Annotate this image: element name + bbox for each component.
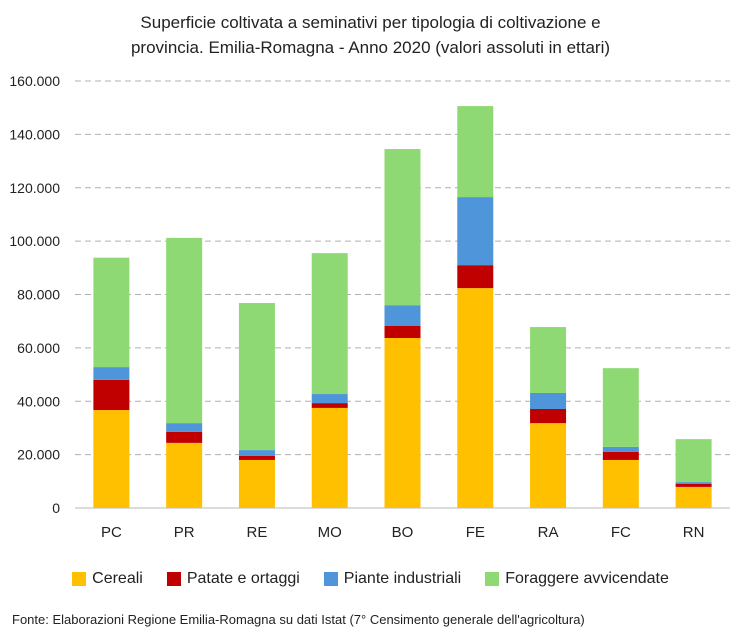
legend: Cereali Patate e ortaggi Piante industrial… — [0, 570, 741, 588]
chart-title: Superficie coltivata a seminativi per ti… — [0, 10, 741, 60]
x-tick-label: FC — [611, 524, 631, 541]
bar-segment — [602, 446, 639, 452]
bar-segment — [238, 303, 275, 451]
bar-segment — [93, 379, 130, 411]
bar-segment — [602, 459, 639, 508]
bar-segment — [530, 392, 567, 409]
bar-segment — [530, 423, 567, 508]
x-tick-label: FE — [466, 524, 485, 541]
bar-segment — [93, 367, 130, 380]
y-tick-label: 140.000 — [9, 126, 60, 142]
bar-segment — [384, 149, 421, 306]
bar-segment — [384, 338, 421, 508]
bar-segment — [384, 305, 421, 326]
bar-segment — [166, 237, 203, 424]
bar-segment — [384, 325, 421, 339]
bar-segment — [457, 265, 494, 289]
legend-label: Foraggere avvicendate — [505, 570, 669, 587]
bar-segment — [530, 327, 567, 393]
x-tick-label: PC — [101, 524, 122, 541]
bar-segment — [311, 394, 348, 404]
bar-segment — [457, 288, 494, 508]
legend-label: Patate e ortaggi — [186, 570, 300, 587]
bar-segment — [166, 431, 203, 443]
x-tick-label: RN — [683, 524, 705, 541]
y-tick-label: 80.000 — [17, 287, 60, 303]
title-line-2: provincia. Emilia-Romagna - Anno 2020 (v… — [130, 38, 611, 57]
title-line-1: Superficie coltivata a seminativi per ti… — [140, 13, 601, 32]
legend-label: Piante industriali — [343, 570, 462, 587]
legend-swatch — [166, 572, 181, 586]
bar-segment — [457, 197, 494, 266]
x-tick-label: PR — [174, 524, 195, 541]
y-tick-label: 120.000 — [9, 180, 60, 196]
bar-segment — [675, 483, 712, 487]
bar-segment — [166, 423, 203, 432]
x-tick-label: RA — [538, 524, 559, 541]
y-tick-label: 20.000 — [17, 447, 60, 463]
bar-segment — [602, 451, 639, 460]
legend-swatch — [72, 572, 87, 586]
legend-item: Patate e ortaggi — [166, 570, 300, 588]
bar-segment — [238, 459, 275, 508]
y-tick-label: 0 — [52, 500, 60, 516]
bar-segment — [166, 442, 203, 508]
x-tick-label: RE — [247, 524, 268, 541]
source-note: Fonte: Elaborazioni Regione Emilia-Romag… — [12, 612, 585, 627]
bar-segment — [238, 455, 275, 460]
legend-item: Cereali — [72, 570, 143, 588]
bar-segment — [311, 403, 348, 408]
bar-segment — [93, 257, 130, 368]
legend-swatch — [323, 572, 338, 586]
x-tick-label: MO — [318, 524, 342, 541]
bar-segment — [238, 450, 275, 456]
bar-segment — [93, 410, 130, 508]
y-tick-label: 100.000 — [9, 233, 60, 249]
y-tick-label: 60.000 — [17, 340, 60, 356]
y-tick-label: 160.000 — [9, 73, 60, 89]
legend-swatch — [485, 572, 500, 586]
bar-segment — [311, 407, 348, 508]
bar-segment — [602, 368, 639, 447]
x-tick-label: BO — [392, 524, 414, 541]
legend-item: Piante industriali — [323, 570, 462, 588]
legend-item: Foraggere avvicendate — [485, 570, 669, 588]
bar-segment — [530, 408, 567, 424]
bar-segment — [675, 486, 712, 508]
bar-segment — [675, 482, 712, 484]
legend-label: Cereali — [92, 570, 143, 587]
y-tick-label: 40.000 — [17, 393, 60, 409]
bar-segment — [311, 253, 348, 395]
bar-segment — [457, 106, 494, 198]
bar-segment — [675, 439, 712, 483]
